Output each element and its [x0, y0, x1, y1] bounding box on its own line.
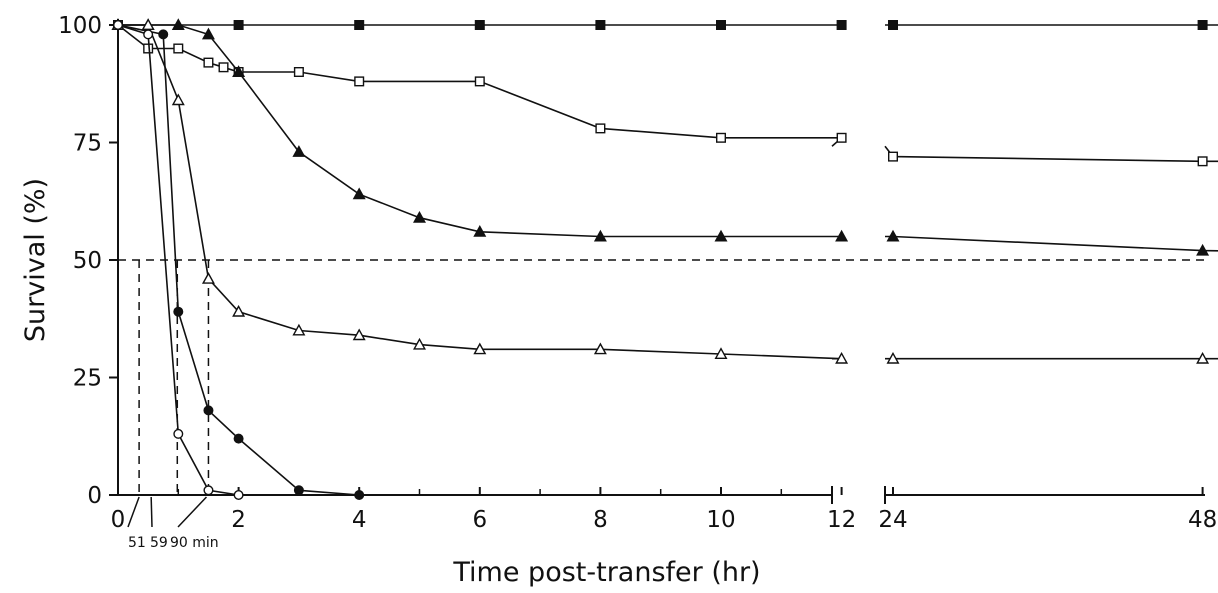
- series-line: [118, 24, 842, 360]
- x-tick-label: 6: [472, 507, 487, 533]
- x-tick-label: 12: [827, 507, 856, 533]
- axes: [109, 19, 1205, 504]
- data-point: [173, 306, 184, 317]
- annotation-label: 90 min: [170, 535, 219, 551]
- x-tick-label: 2: [231, 507, 246, 533]
- data-point: [292, 323, 306, 336]
- data-point: [716, 132, 727, 143]
- data-point: [473, 342, 487, 355]
- annotation-arrow: [177, 496, 207, 528]
- data-point: [595, 20, 606, 31]
- data-point: [233, 20, 244, 31]
- data-point: [836, 132, 847, 143]
- y-tick-label: 50: [73, 248, 102, 274]
- data-point: [593, 229, 607, 242]
- data-point: [143, 29, 154, 40]
- data-point: [352, 187, 366, 200]
- data-point: [201, 272, 215, 284]
- data-point: [143, 43, 154, 54]
- data-point: [886, 351, 900, 364]
- data-point: [473, 225, 487, 237]
- data-point: [836, 20, 847, 31]
- data-point: [716, 20, 727, 31]
- data-point: [888, 151, 899, 162]
- data-point: [354, 490, 365, 501]
- data-point: [835, 229, 849, 242]
- data-point: [233, 433, 244, 444]
- series-line: [885, 235, 1218, 252]
- x-tick-label: 8: [593, 507, 608, 533]
- data-point: [413, 337, 426, 350]
- x-axis-title: Time post-transfer (hr): [452, 557, 760, 588]
- series-line: [118, 24, 842, 238]
- data-point: [354, 20, 365, 31]
- data-point: [352, 328, 366, 341]
- data-point: [595, 123, 606, 134]
- data-point: [835, 351, 849, 364]
- data-point: [232, 304, 246, 317]
- y-tick-label: 0: [87, 483, 102, 509]
- x-tick-label: 48: [1188, 507, 1217, 533]
- data-point: [1197, 20, 1208, 31]
- y-axis-title: Survival (%): [20, 178, 51, 342]
- series-line: [884, 145, 1218, 163]
- data-point: [203, 485, 214, 496]
- x-tick-label: 24: [878, 507, 907, 533]
- data-point: [201, 27, 215, 40]
- data-point: [293, 485, 304, 496]
- data-point: [1196, 351, 1210, 364]
- x-tick-label: 10: [706, 507, 735, 533]
- data-point: [474, 20, 485, 31]
- data-point: [171, 93, 185, 106]
- data-point: [354, 76, 365, 87]
- annotation-arrow: [150, 496, 153, 528]
- data-point: [1197, 156, 1208, 167]
- data-point: [714, 229, 728, 242]
- reference-layer: [118, 259, 1205, 528]
- y-tick-label: 100: [58, 13, 102, 39]
- data-point: [413, 210, 426, 223]
- data-point: [593, 342, 607, 355]
- annotation-label: 51: [128, 535, 146, 551]
- data-point: [888, 20, 899, 31]
- labels-layer: Survival (%) Time post-transfer (hr) 025…: [20, 13, 1217, 588]
- data-point: [714, 347, 728, 359]
- data-point: [293, 66, 304, 77]
- x-tick-label: 4: [352, 507, 367, 533]
- y-tick-label: 25: [73, 366, 102, 392]
- annotation-label: 59: [150, 535, 168, 551]
- x-tick-label: 0: [111, 507, 126, 533]
- data-point: [173, 428, 184, 439]
- y-tick-label: 75: [73, 131, 102, 157]
- data-point: [112, 20, 123, 31]
- data-point: [171, 18, 185, 30]
- data-point: [158, 29, 169, 40]
- data-point: [292, 145, 306, 157]
- data-point: [233, 490, 244, 501]
- data-point: [173, 43, 184, 54]
- annotation-arrow: [127, 496, 140, 528]
- data-point: [203, 405, 214, 416]
- data-point: [218, 62, 229, 73]
- series-layer: [111, 18, 1218, 501]
- series-line: [117, 24, 360, 496]
- data-point: [141, 18, 155, 30]
- data-point: [886, 229, 900, 242]
- data-point: [474, 76, 485, 87]
- data-point: [1196, 243, 1210, 256]
- data-point: [203, 57, 214, 68]
- data-point: [232, 65, 246, 78]
